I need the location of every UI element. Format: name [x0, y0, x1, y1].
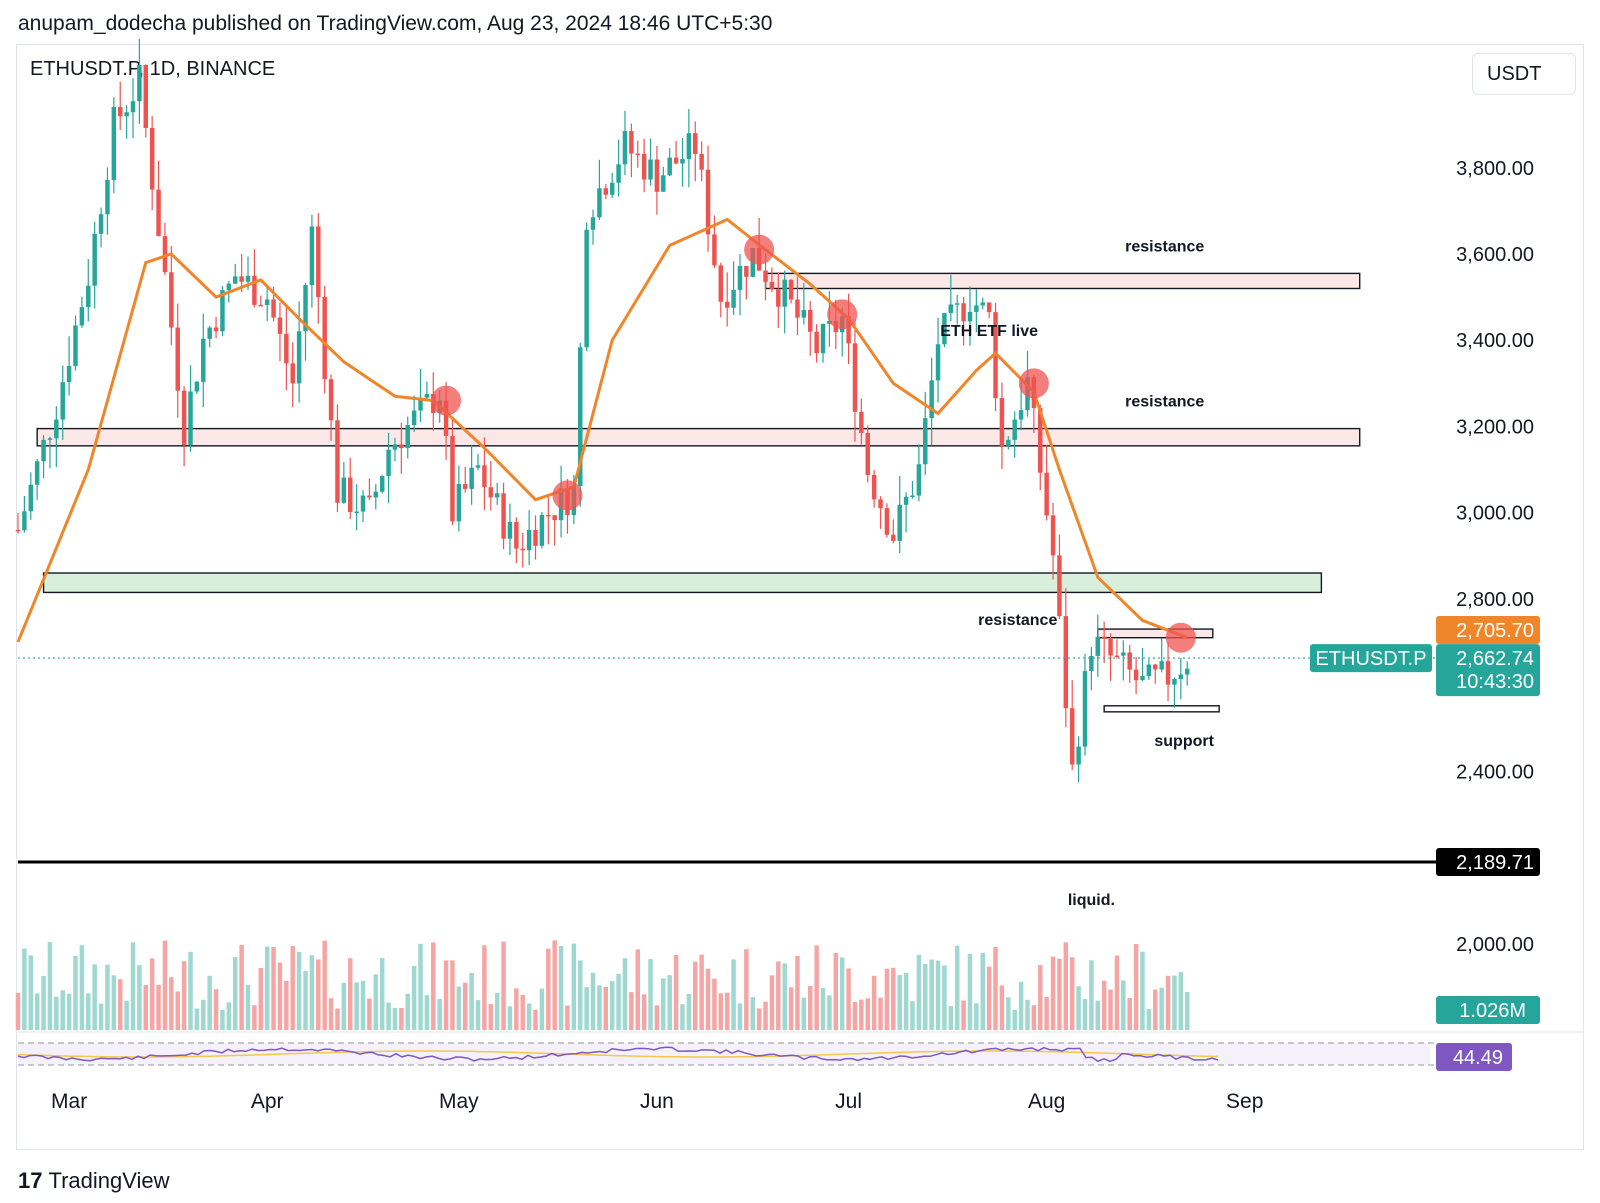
- tradingview-brand[interactable]: 17 TradingView: [18, 1168, 170, 1194]
- currency-unit-button[interactable]: USDT: [1472, 53, 1576, 95]
- publisher-byline: anupam_dodecha published on TradingView.…: [18, 12, 773, 35]
- tradingview-logo-icon: 17: [18, 1168, 43, 1193]
- symbol-info[interactable]: ETHUSDT.P, 1D, BINANCE: [30, 58, 276, 80]
- tradingview-label: TradingView: [48, 1168, 170, 1193]
- chart-frame: [16, 44, 1584, 1150]
